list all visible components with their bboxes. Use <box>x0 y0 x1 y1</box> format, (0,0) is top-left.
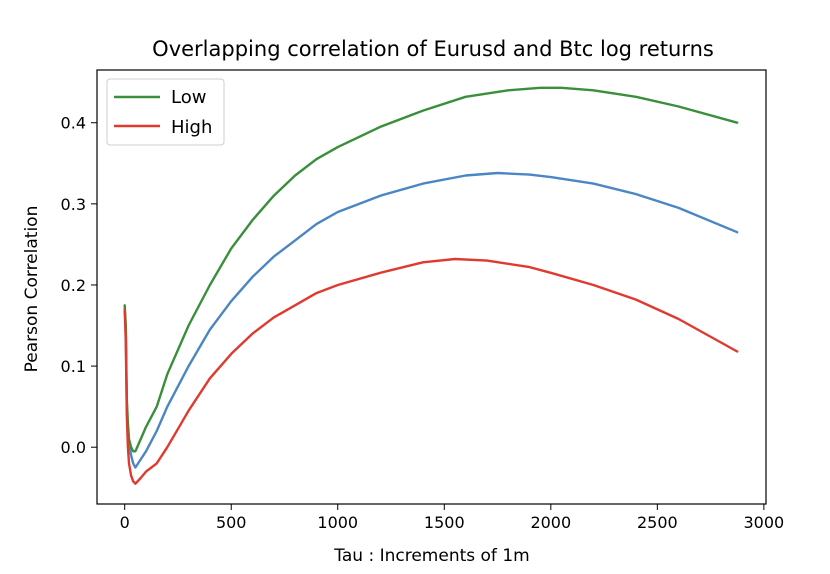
series-line <box>123 171 739 469</box>
x-tick-label: 2500 <box>637 513 678 532</box>
x-tick-label: 2000 <box>530 513 571 532</box>
y-axis: 0.0 0.1 0.2 0.3 0.4 <box>61 114 97 457</box>
legend-label-high: High <box>171 117 212 138</box>
legend-label-low: Low <box>171 87 206 108</box>
y-tick-label: 0.4 <box>61 114 86 133</box>
chart-title: Overlapping correlation of Eurusd and Bt… <box>152 37 714 61</box>
series-line-low <box>123 86 739 453</box>
x-tick-label: 3000 <box>744 513 785 532</box>
x-tick-label: 500 <box>216 513 247 532</box>
plot-area-frame <box>96 69 767 505</box>
x-tick-label: 0 <box>120 513 130 532</box>
legend-box <box>106 78 225 146</box>
x-tick-label: 1000 <box>317 513 358 532</box>
y-tick-label: 0.0 <box>61 438 86 457</box>
y-tick-label: 0.1 <box>61 357 86 376</box>
x-axis: 0 500 1000 1500 2000 2500 3000 <box>120 504 785 532</box>
legend: Low High <box>106 78 225 146</box>
x-tick-label: 1500 <box>424 513 465 532</box>
series-layer <box>123 86 739 485</box>
y-tick-label: 0.3 <box>61 195 86 214</box>
x-axis-label: Tau : Increments of 1m <box>333 546 529 566</box>
series-line-high <box>123 257 739 485</box>
y-tick-label: 0.2 <box>61 276 86 295</box>
y-axis-label: Pearson Correlation <box>22 206 42 373</box>
